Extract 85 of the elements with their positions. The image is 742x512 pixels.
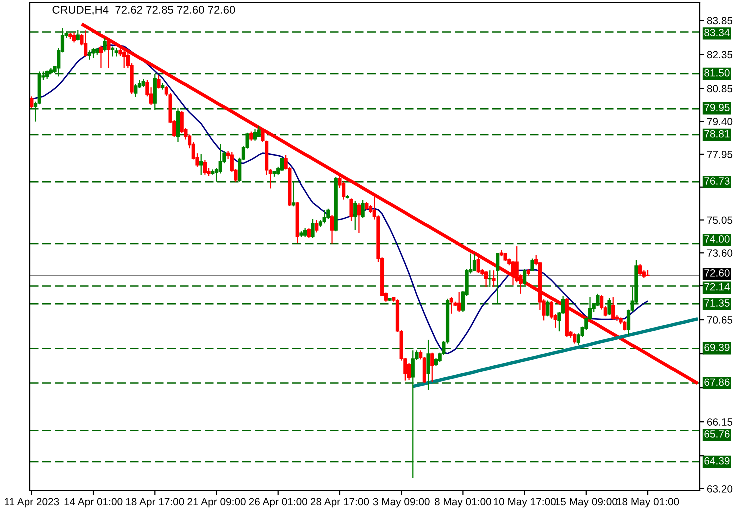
ref-line-label: 72.60	[704, 270, 730, 277]
x-tick-label: 28 Apr 17:00	[310, 498, 370, 508]
candlestick	[134, 84, 138, 98]
candlestick	[511, 260, 516, 286]
y-tick-label: 63.20	[707, 485, 733, 493]
x-tick-label: 14 Apr 01:00	[64, 498, 123, 508]
ref-line-label: 65.76	[704, 430, 730, 438]
x-tick-label: 21 Apr 09:00	[188, 498, 246, 508]
candlestick	[476, 253, 480, 274]
y-tick-label: 79.40	[707, 118, 733, 126]
ref-line-label: 81.50	[704, 69, 730, 77]
candlestick	[492, 270, 496, 288]
candlestick	[311, 218, 315, 239]
candlestick	[99, 45, 104, 69]
candlestick	[315, 220, 319, 234]
y-tick-label: 82.35	[707, 51, 733, 59]
candlestick	[484, 270, 488, 288]
candlestick	[530, 258, 534, 272]
ref-line-label: 76.73	[704, 178, 730, 185]
candlestick	[200, 154, 204, 176]
y-tick-label: 66.15	[707, 418, 733, 426]
candlestick	[72, 32, 76, 44]
candlestick	[292, 180, 296, 208]
x-tick-label: 8 May 01:00	[434, 498, 492, 508]
y-tick-label: 77.95	[707, 150, 733, 158]
y-tick-label: 70.65	[707, 316, 733, 324]
candlestick	[257, 126, 261, 138]
candlestick	[84, 30, 88, 58]
candlestick	[411, 350, 415, 479]
ref-line-label: 79.95	[704, 104, 730, 112]
candlestick	[458, 292, 462, 313]
candlestick	[522, 268, 527, 286]
y-tick-label: 73.60	[707, 250, 733, 257]
candlestick	[326, 208, 330, 220]
ref-line-label: 64.39	[704, 457, 730, 465]
candlestick	[361, 200, 365, 219]
x-tick-label: 15 May 09:00	[556, 498, 618, 508]
candlestick	[280, 157, 284, 172]
x-tick-label: 3 May 09:00	[373, 498, 430, 508]
ref-line-label: 71.35	[704, 300, 730, 307]
ref-line-label: 72.14	[704, 283, 730, 291]
ref-line-label: 74.00	[704, 236, 730, 243]
candlestick	[357, 202, 362, 234]
x-tick-label: 11 Apr 2023	[5, 498, 60, 508]
ref-line-label: 67.86	[704, 378, 730, 386]
x-tick-label: 18 Apr 17:00	[126, 498, 184, 508]
ref-line-label: 69.39	[704, 344, 730, 352]
candlestick	[157, 74, 161, 90]
line-series	[411, 317, 700, 388]
candlestick	[110, 46, 115, 58]
x-tick-label: 18 May 01:00	[617, 498, 680, 508]
candlestick	[450, 296, 454, 314]
y-tick-label: 80.85	[707, 85, 733, 93]
candlestick	[426, 339, 430, 391]
chart-title: CRUDE,H4 72.62 72.85 72.60 72.60	[52, 6, 236, 16]
ref-line-label: 78.81	[704, 130, 730, 138]
candlestick	[304, 228, 308, 238]
candlestick	[92, 48, 96, 59]
candlestick	[107, 38, 111, 69]
candlestick	[203, 160, 208, 176]
candlestick	[430, 352, 434, 383]
candlestick	[573, 333, 577, 344]
y-tick-label: 83.85	[707, 17, 733, 25]
y-tick-label: 75.05	[707, 216, 733, 224]
x-tick-label: 26 Apr 01:00	[249, 498, 308, 508]
candlestick	[322, 210, 326, 224]
line-series	[80, 22, 700, 386]
candlestick	[103, 38, 107, 52]
candlestick	[350, 198, 354, 222]
x-tick-label: 10 May 17:00	[494, 498, 556, 508]
candlestick	[612, 296, 616, 321]
candlestick	[330, 214, 334, 244]
candlestick	[638, 264, 642, 276]
candlestick	[30, 96, 34, 109]
ref-line-label: 83.34	[704, 29, 730, 36]
candlestick	[307, 228, 311, 239]
candlestick	[354, 200, 358, 231]
candlestick	[250, 131, 254, 142]
candlestick	[88, 50, 92, 60]
candlestick	[253, 128, 258, 142]
candlestick	[546, 300, 550, 318]
candlestick	[122, 50, 126, 69]
candlestick	[608, 298, 612, 316]
candlestick	[472, 253, 477, 272]
candlestick	[496, 252, 500, 304]
